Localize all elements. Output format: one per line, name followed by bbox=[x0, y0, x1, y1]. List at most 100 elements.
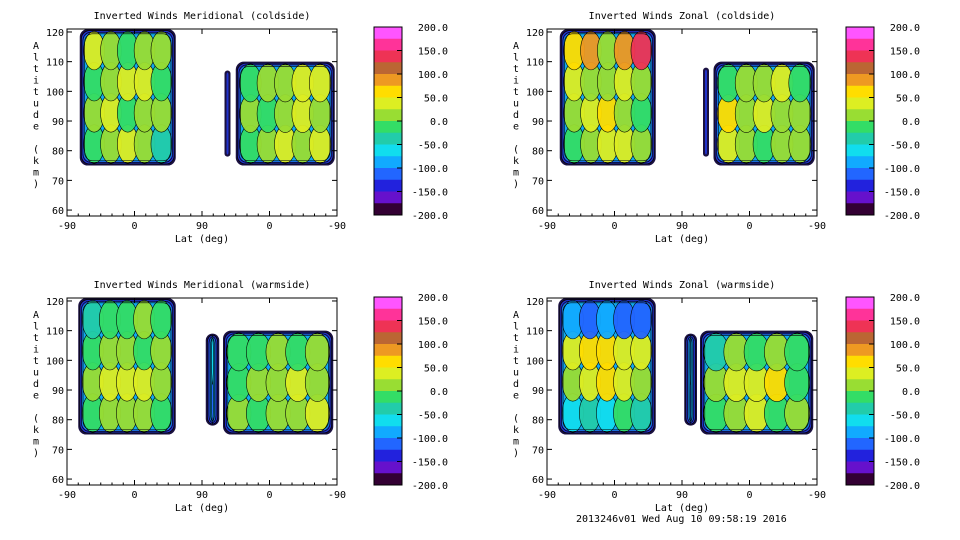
panel-1: -90 0 90 0 -90 60 70 80 90 100 110 120 Inverted Wind… bbox=[33, 11, 346, 245]
colorbar-label: -150.0 bbox=[884, 188, 920, 199]
colorbar-swatch bbox=[374, 438, 402, 451]
data-cell bbox=[211, 334, 214, 385]
colorbar-label: 50.0 bbox=[424, 94, 448, 105]
contour-line bbox=[688, 338, 693, 422]
data-block-2 bbox=[205, 333, 220, 426]
plot-area bbox=[79, 29, 335, 166]
colorbar-swatch bbox=[374, 355, 402, 368]
x-axis-label: Lat (deg) bbox=[655, 234, 709, 245]
x-axis-label: Lat (deg) bbox=[175, 234, 229, 245]
colorbar-swatch bbox=[374, 97, 402, 110]
colorbar-label: -150.0 bbox=[884, 458, 920, 469]
colorbar-swatch bbox=[374, 74, 402, 87]
colorbar-swatch bbox=[374, 50, 402, 63]
colorbar-swatch bbox=[374, 168, 402, 181]
x-tick-label: 0 bbox=[131, 490, 137, 501]
data-cell bbox=[304, 332, 330, 372]
colorbar-label: 200.0 bbox=[418, 23, 448, 34]
data-block-1 bbox=[559, 29, 656, 166]
colorbar-swatch bbox=[374, 27, 402, 40]
colorbar-label: 0.0 bbox=[430, 387, 448, 398]
colorbar-swatch bbox=[846, 85, 874, 98]
colorbar-swatch bbox=[846, 27, 874, 40]
colorbar-swatch bbox=[374, 461, 402, 474]
data-cell bbox=[689, 334, 692, 385]
y-tick-label: 110 bbox=[46, 58, 64, 69]
colorbar-label: 50.0 bbox=[424, 364, 448, 375]
colorbar-label: 100.0 bbox=[418, 340, 448, 351]
colorbar-label: 100.0 bbox=[418, 70, 448, 81]
data-block-2 bbox=[224, 70, 231, 157]
colorbar-swatch bbox=[846, 402, 874, 415]
y-tick-label: 60 bbox=[52, 206, 64, 217]
x-tick-label: -90 bbox=[58, 221, 76, 232]
colorbar-swatch bbox=[374, 367, 402, 380]
panel-4: -90 0 90 0 -90 60 70 80 90 100 110 120 Inverted Wind… bbox=[513, 280, 826, 514]
colorbar-swatch bbox=[846, 121, 874, 134]
contour-line bbox=[561, 30, 655, 165]
y-tick-label: 80 bbox=[532, 416, 544, 427]
colorbar-label: 200.0 bbox=[890, 293, 920, 304]
x-tick-label: -90 bbox=[58, 490, 76, 501]
y-tick-label: 120 bbox=[526, 28, 544, 39]
contour-line bbox=[702, 333, 811, 432]
x-tick-label: -90 bbox=[808, 221, 826, 232]
colorbar-swatch bbox=[374, 85, 402, 98]
data-cell bbox=[630, 299, 653, 340]
colorbar-label: -200.0 bbox=[884, 481, 920, 492]
colorbar-swatch bbox=[374, 203, 402, 216]
y-tick-label: 100 bbox=[46, 87, 64, 98]
contour-line bbox=[561, 300, 653, 432]
colorbar-label: -200.0 bbox=[412, 481, 448, 492]
contour-line bbox=[210, 338, 215, 422]
colorbar-swatch bbox=[374, 320, 402, 333]
colorbar-3: 200.0 150.0 100.0 50.0 0.0 -50.0 -100.0 -150.0 -… bbox=[373, 293, 448, 492]
colorbar-label: -150.0 bbox=[412, 188, 448, 199]
panel-2: -90 0 90 0 -90 60 70 80 90 100 110 120 Inverted Wind… bbox=[513, 11, 826, 245]
colorbar-swatch bbox=[846, 355, 874, 368]
colorbar-label: -200.0 bbox=[412, 211, 448, 222]
colorbar-swatch bbox=[374, 144, 402, 157]
colorbar-swatch bbox=[846, 414, 874, 427]
colorbar-label: 50.0 bbox=[896, 364, 920, 375]
y-tick-label: 60 bbox=[532, 206, 544, 217]
contour-line bbox=[685, 334, 696, 425]
colorbar-swatch bbox=[846, 74, 874, 87]
y-tick-label: 90 bbox=[52, 386, 64, 397]
contour-line bbox=[237, 62, 334, 165]
data-block-2 bbox=[703, 67, 709, 157]
contour-line bbox=[227, 335, 329, 431]
colorbar-label: -50.0 bbox=[890, 411, 920, 422]
colorbar-label: 100.0 bbox=[890, 340, 920, 351]
data-cell bbox=[788, 63, 812, 103]
data-block-3 bbox=[235, 61, 335, 166]
colorbar-swatch bbox=[846, 367, 874, 380]
colorbar-swatch bbox=[846, 109, 874, 122]
colorbar-swatch bbox=[846, 156, 874, 169]
y-tick-label: 100 bbox=[46, 356, 64, 367]
contour-line bbox=[79, 299, 175, 434]
x-tick-label: 0 bbox=[611, 221, 617, 232]
plot-area bbox=[78, 298, 334, 435]
colorbar-label: 150.0 bbox=[890, 317, 920, 328]
y-tick-label: 80 bbox=[52, 416, 64, 427]
panel-3: -90 0 90 0 -90 60 70 80 90 100 110 120 Inverted Wind… bbox=[33, 280, 346, 514]
x-tick-label: 90 bbox=[196, 490, 208, 501]
x-tick-label: -90 bbox=[808, 490, 826, 501]
y-tick-label: 90 bbox=[532, 117, 544, 128]
colorbar-swatch bbox=[846, 332, 874, 345]
data-block-1 bbox=[79, 29, 176, 166]
x-tick-label: 0 bbox=[611, 490, 617, 501]
colorbar-swatch bbox=[846, 132, 874, 145]
contour-line bbox=[716, 64, 812, 163]
contour-line bbox=[224, 331, 332, 434]
colorbar-swatch bbox=[374, 121, 402, 134]
y-tick-label: 60 bbox=[532, 475, 544, 486]
contour-line bbox=[562, 31, 653, 163]
block-rim-inner bbox=[226, 72, 229, 155]
colorbar-swatch bbox=[374, 379, 402, 392]
data-block-3 bbox=[223, 330, 334, 435]
